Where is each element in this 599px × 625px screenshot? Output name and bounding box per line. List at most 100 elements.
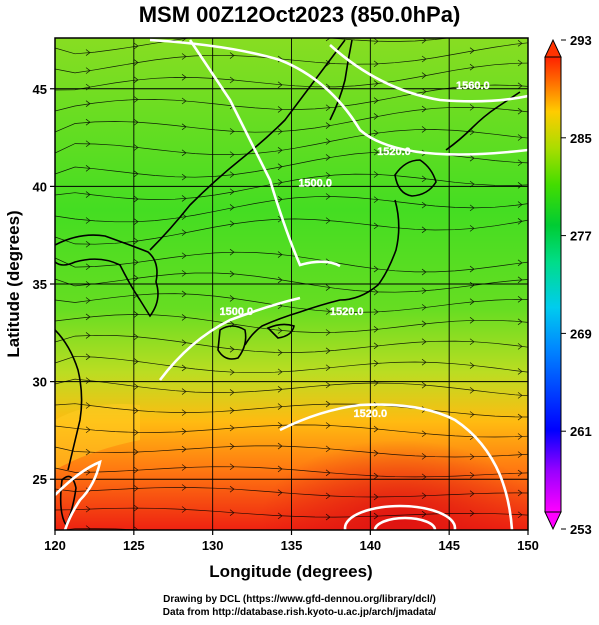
colorbar-tick-label: 277	[570, 229, 592, 244]
streamline	[55, 129, 528, 155]
flow-arrow	[229, 485, 235, 493]
flow-arrow	[133, 218, 139, 225]
y-tick-label: 45	[33, 82, 47, 97]
flow-arrow	[469, 104, 475, 111]
flow-arrow	[229, 151, 235, 158]
flow-arrow	[421, 473, 427, 481]
flow-arrow	[374, 532, 378, 538]
streamline	[55, 445, 528, 458]
streamline	[55, 196, 528, 223]
flow-arrow	[469, 128, 475, 136]
flow-arrow	[85, 448, 91, 456]
flow-arrow	[85, 313, 91, 321]
contour-label: 1500.0	[219, 306, 253, 318]
flow-arrow	[85, 505, 91, 513]
flow-arrow	[517, 469, 523, 477]
flow-arrow	[85, 100, 91, 107]
flow-arrow	[373, 222, 379, 230]
flow-arrow	[85, 332, 91, 339]
flow-arrow	[325, 104, 331, 112]
flow-arrow	[181, 529, 183, 530]
flow-arrow	[517, 413, 523, 421]
flow-arrow	[373, 171, 379, 178]
flow-arrow	[517, 343, 523, 350]
streamline	[55, 314, 528, 333]
flow-arrow	[229, 52, 235, 59]
flow-arrow	[373, 512, 379, 520]
flow-arrow	[181, 409, 187, 416]
flow-arrow	[517, 451, 523, 458]
flow-arrow	[517, 318, 523, 326]
colorbar-top-arrow	[544, 38, 562, 58]
flow-arrow	[229, 270, 235, 278]
streamline	[55, 62, 528, 91]
colorbar-tick-label: 253	[570, 522, 592, 537]
flow-arrow	[85, 165, 91, 172]
streamline	[55, 487, 528, 498]
flow-arrow	[181, 195, 187, 202]
flow-arrow	[229, 389, 235, 396]
flow-arrow	[518, 23, 522, 29]
flow-arrow	[469, 154, 475, 162]
flow-arrow	[230, 533, 234, 539]
flow-arrow	[373, 425, 379, 433]
flow-arrow	[421, 72, 427, 79]
flow-arrow	[517, 59, 523, 67]
flow-arrow	[325, 172, 331, 179]
colorbar-tick-label: 261	[570, 424, 592, 439]
wind-streamlines	[55, 23, 528, 539]
flow-arrow	[133, 237, 139, 245]
flow-arrow	[421, 287, 427, 295]
streamline	[55, 378, 528, 397]
flow-arrow	[133, 195, 139, 203]
flow-arrow	[469, 362, 475, 369]
flow-arrow	[517, 218, 523, 225]
flow-arrow	[181, 506, 187, 513]
flow-arrow	[181, 428, 187, 435]
colorbar: 293 285 277 269 261 253	[544, 33, 592, 537]
streamline	[55, 218, 528, 245]
flow-arrow	[181, 290, 187, 298]
flow-arrow	[133, 96, 139, 103]
streamline	[55, 424, 528, 438]
x-tick-label: 120	[44, 538, 66, 553]
flow-arrow	[469, 387, 475, 394]
flow-arrow	[373, 148, 379, 156]
streamline	[55, 42, 528, 74]
flow-arrow	[517, 296, 523, 303]
x-tick-label: 135	[281, 538, 303, 553]
flow-arrow	[421, 338, 427, 345]
flow-arrow	[517, 392, 523, 399]
streamline	[55, 106, 528, 133]
flow-arrow	[277, 163, 283, 170]
flow-arrow	[181, 74, 187, 81]
flow-arrow	[181, 53, 187, 60]
flow-arrow	[277, 128, 283, 135]
flow-arrow	[421, 226, 427, 234]
flow-arrow	[326, 533, 330, 539]
flow-arrow	[373, 38, 379, 45]
flow-arrow	[373, 360, 379, 367]
contour-label: 1520.0	[354, 408, 388, 420]
flow-arrow	[181, 445, 187, 453]
flow-arrow	[277, 386, 283, 393]
flow-arrow	[181, 123, 187, 131]
flow-arrow	[373, 493, 379, 501]
flow-arrow	[277, 251, 283, 258]
flow-arrow	[373, 326, 379, 333]
flow-arrow	[469, 471, 475, 479]
flow-arrow	[517, 433, 523, 440]
streamline	[55, 38, 452, 55]
flow-arrow	[133, 42, 139, 50]
flow-arrow	[421, 126, 427, 133]
flow-arrow	[181, 97, 187, 105]
flow-arrow	[421, 304, 427, 311]
flow-arrow	[230, 31, 234, 37]
flow-arrow	[421, 510, 427, 518]
flow-arrow	[229, 188, 235, 196]
y-tick-label: 40	[33, 179, 47, 194]
flow-arrow	[133, 76, 139, 84]
flow-arrow	[421, 453, 427, 460]
flow-arrow	[85, 468, 91, 476]
